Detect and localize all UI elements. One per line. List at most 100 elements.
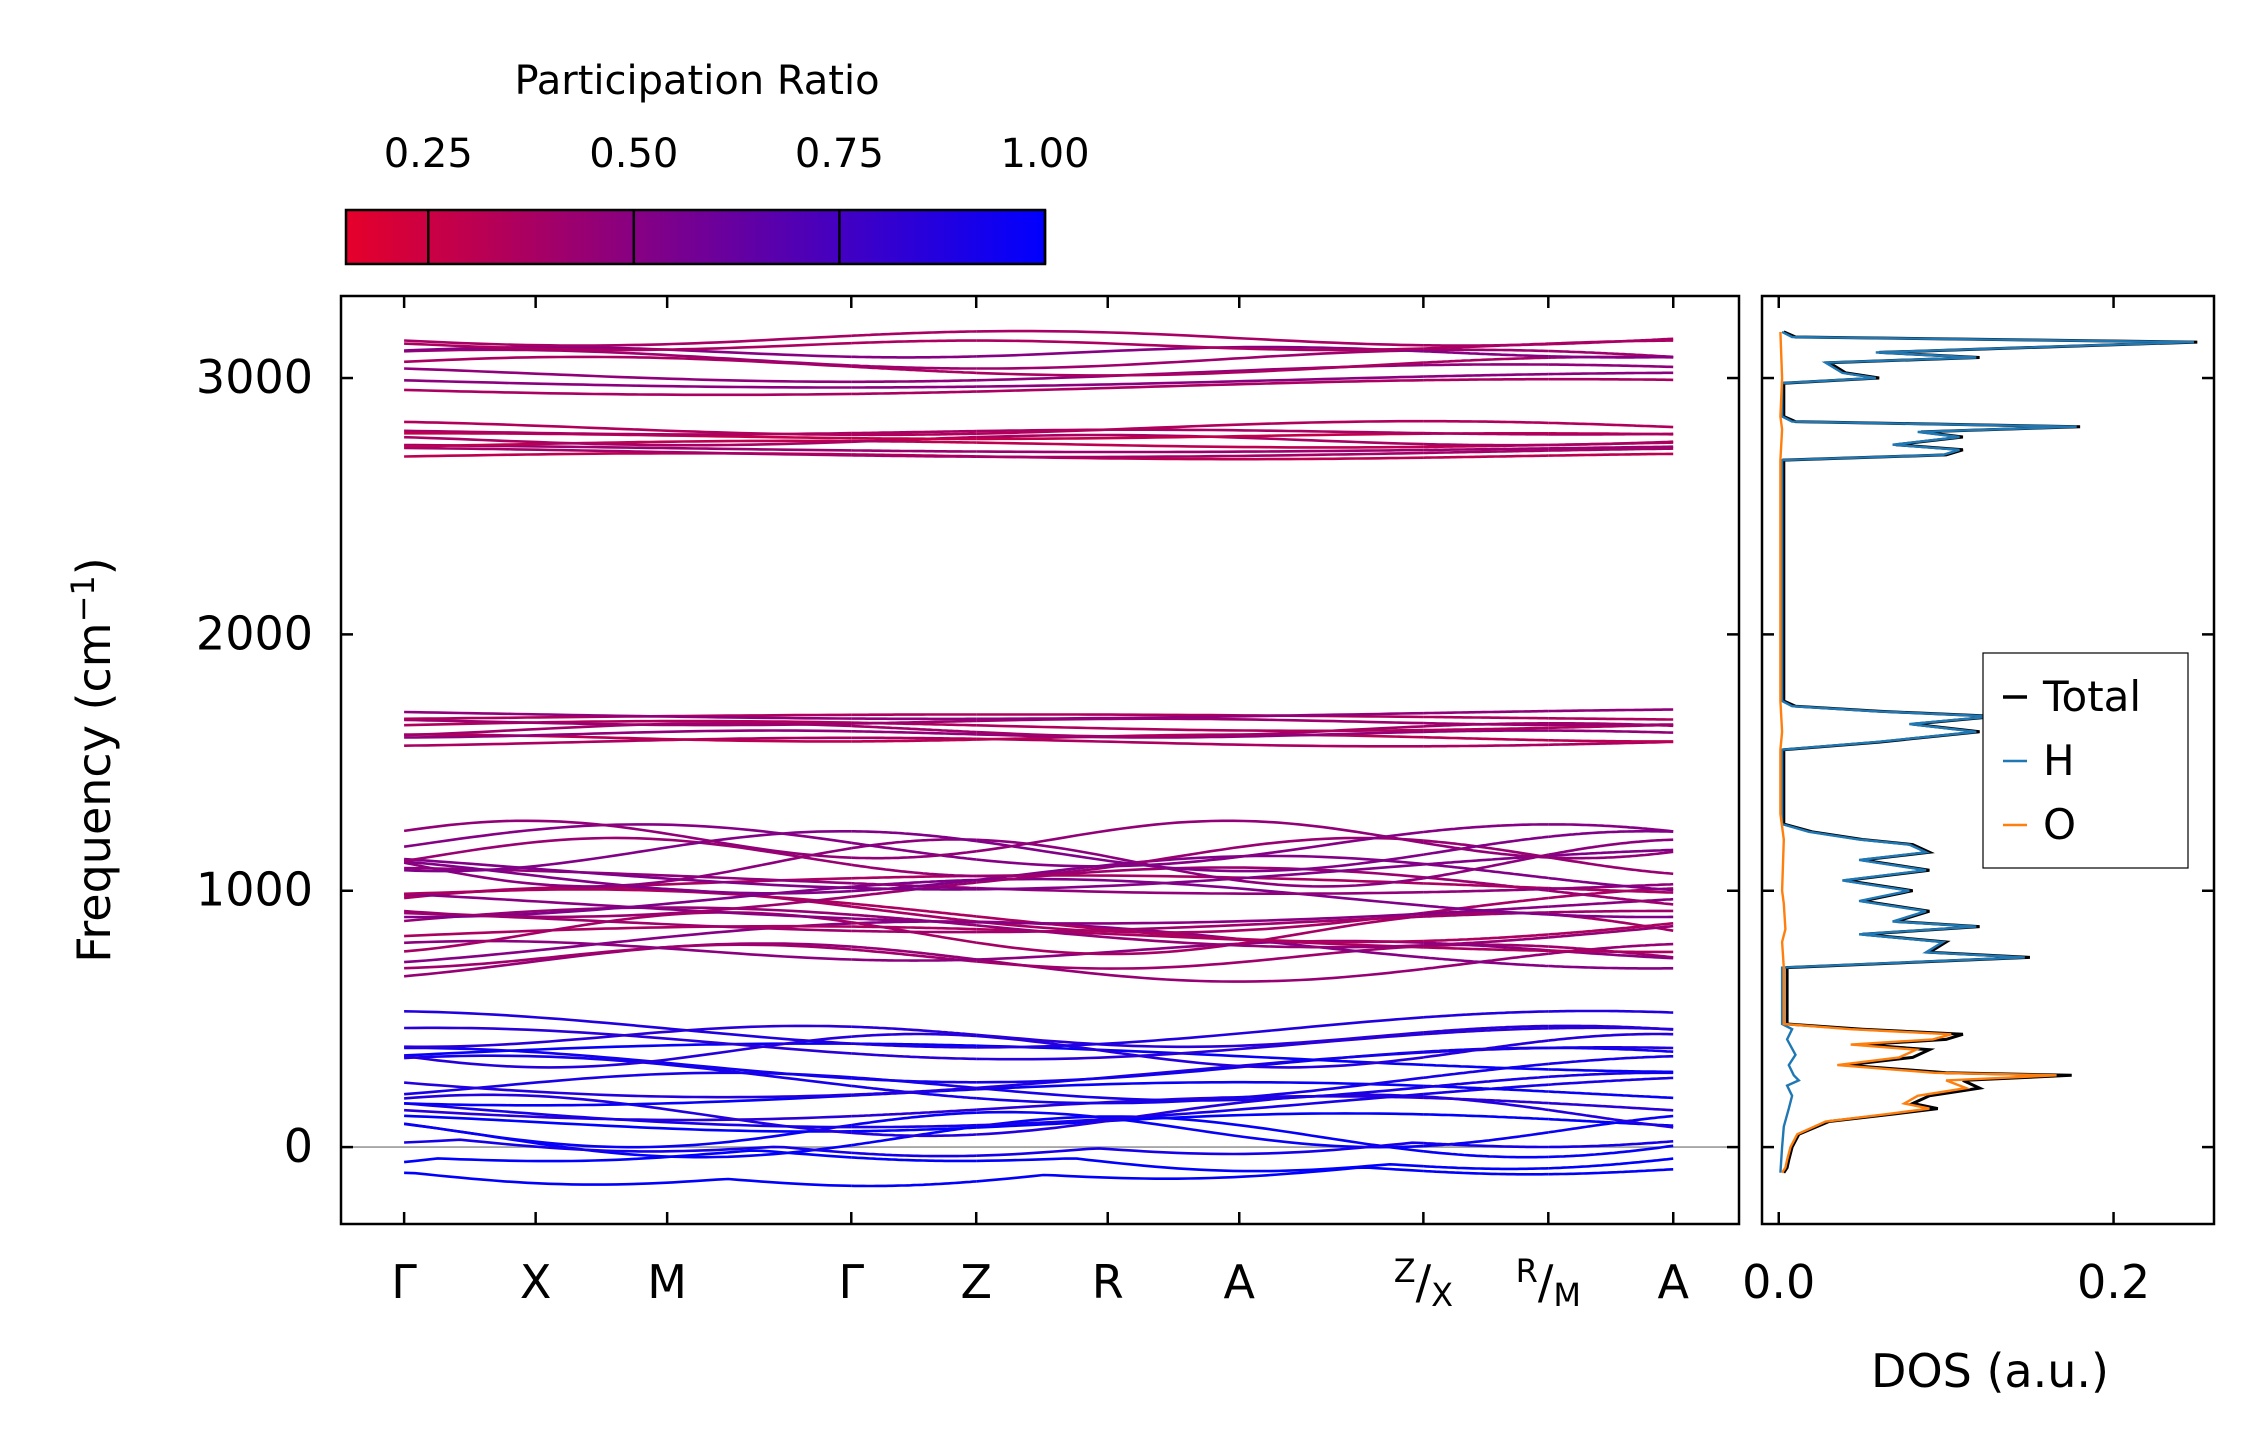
band-line: [1423, 350, 1549, 358]
band-line: [976, 839, 1424, 873]
dos-panel: 0.0 0.2 DOS (a.u.) Total HO: [1742, 294, 2216, 1398]
band-line: [1423, 1169, 1549, 1176]
band-line: [851, 730, 977, 736]
band-line: [403, 819, 852, 859]
band-line: [976, 329, 1424, 347]
x-tick-label-sup: Z: [1394, 1252, 1416, 1290]
band-line: [1548, 882, 1674, 891]
band-line: [1423, 1062, 1549, 1079]
band-line: [403, 1035, 852, 1069]
band-line: [976, 1157, 1424, 1173]
band-line: [851, 449, 977, 453]
band-line: [851, 719, 977, 725]
band-line: [976, 724, 1424, 733]
band-line: [851, 1123, 977, 1129]
band-line: [976, 863, 1424, 891]
x-tick-label: Γ: [838, 1255, 864, 1309]
band-line: [1423, 449, 1549, 455]
band-line: [1423, 839, 1549, 859]
band-line: [1423, 882, 1549, 890]
y-axis-label: Frequency (cm−1): [64, 557, 121, 962]
band-line: [403, 1071, 852, 1096]
band-line: [1548, 924, 1674, 939]
band-line: [1548, 445, 1674, 450]
dos-lines: [1779, 330, 2198, 1174]
band-line: [404, 435, 852, 447]
band-line: [851, 1042, 977, 1049]
band-line: [976, 877, 1424, 907]
band-line: [404, 1024, 852, 1049]
x-tick-label-sub: M: [1553, 1276, 1581, 1314]
band-line: [851, 364, 977, 370]
band-line: [851, 863, 977, 878]
band-line: [1548, 1076, 1674, 1086]
band-line: [1423, 835, 1549, 856]
band-line: [851, 1108, 977, 1118]
band-line: [851, 850, 977, 860]
band-line: [1423, 729, 1549, 734]
band-line: [404, 334, 852, 347]
band-line: [1548, 949, 1674, 954]
y-tick-label: 3000: [196, 350, 313, 404]
band-line: [404, 733, 852, 743]
band-line: [976, 1076, 1424, 1105]
dos-x-axis-label: DOS (a.u.): [1871, 1344, 2109, 1398]
dos-x-tick-label: 0.2: [2077, 1255, 2150, 1309]
band-line: [1548, 897, 1674, 908]
band-line: [1548, 823, 1674, 833]
band-line: [1548, 440, 1674, 447]
band-line: [851, 1111, 977, 1127]
band-line: [1548, 1046, 1674, 1053]
band-line: [851, 1052, 977, 1061]
band-line: [404, 857, 852, 890]
x-tick-label-sub: X: [1431, 1276, 1453, 1314]
band-line: [976, 915, 1424, 934]
band-line: [976, 819, 1424, 853]
band-line: [404, 1046, 852, 1080]
band-line: [976, 378, 1424, 393]
dos-axes: 0.0 0.2: [1742, 296, 2214, 1309]
band-line: [1548, 1090, 1674, 1100]
band-line: [404, 943, 852, 970]
band-line: [404, 367, 852, 384]
colorbar-title: Participation Ratio: [514, 58, 879, 104]
band-line: [1548, 922, 1674, 936]
colorbar-tick-label: 1.00: [1000, 131, 1089, 177]
band-line: [851, 830, 977, 843]
band-line: [404, 1171, 852, 1188]
band-line: [1423, 431, 1549, 436]
band-line: [976, 375, 1424, 388]
band-line: [1548, 889, 1674, 906]
band-line: [403, 1081, 852, 1099]
band-line: [851, 1126, 977, 1133]
dos-legend: Total HO: [1982, 652, 2189, 869]
band-line: [1423, 946, 1549, 953]
band-line: [1423, 1141, 1549, 1149]
band-line: [1548, 876, 1674, 892]
band-line: [1423, 1164, 1549, 1171]
band-line: [404, 1054, 852, 1088]
band-line: [1423, 1150, 1549, 1159]
band-line: [851, 432, 977, 437]
band-line: [851, 1077, 977, 1084]
band-line: [1423, 1024, 1549, 1034]
band-line: [1548, 363, 1674, 369]
band-line: [403, 1102, 852, 1129]
band-line: [976, 912, 1424, 925]
band-line: [1548, 355, 1674, 359]
band-line: [404, 718, 852, 727]
band-line: [1548, 447, 1674, 452]
band-line: [1423, 862, 1549, 880]
band-line: [976, 419, 1424, 435]
colorbar-tick-label: 0.25: [384, 131, 473, 177]
band-line: [404, 939, 852, 961]
band-line: [851, 736, 977, 741]
band-line: [976, 836, 1424, 878]
band-line: [851, 925, 977, 931]
band-line: [1548, 708, 1674, 713]
band-line: [1423, 823, 1549, 834]
band-line: [1423, 933, 1549, 943]
band-line: [851, 454, 977, 458]
band-line: [1423, 904, 1549, 916]
